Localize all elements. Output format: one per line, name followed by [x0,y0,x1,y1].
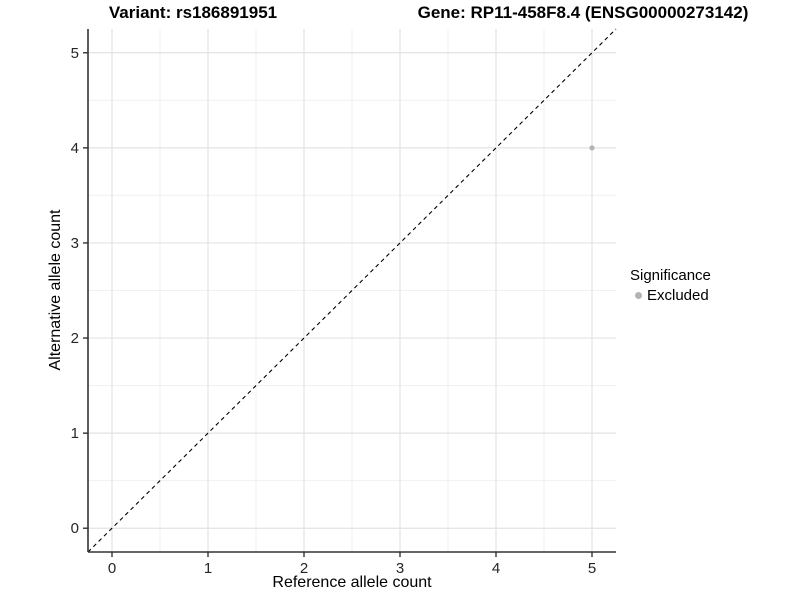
data-point [589,145,595,151]
y-tick-label: 3 [71,235,79,252]
variant-title: Variant: rs186891951 [108,3,278,22]
gene-title: Gene: RP11-458F8.4 (ENSG00000273142) [417,3,749,22]
x-tick-label: 5 [588,560,596,577]
x-tick-label: 4 [492,560,500,577]
legend: Significance Excluded [630,267,711,304]
legend-title: Significance [630,267,711,284]
legend-point-icon [635,292,642,299]
x-tick-label: 3 [396,560,404,577]
y-axis-title: Alternative allele count [47,209,64,371]
legend-item-excluded: Excluded [630,287,711,304]
x-axis-title: Reference allele count [272,574,432,591]
x-tick-label: 2 [300,560,308,577]
x-tick-label: 1 [204,560,212,577]
x-tick-label: 0 [108,560,116,577]
identity-reference-line [87,28,617,553]
legend-item-label: Excluded [647,287,709,304]
y-tick-label: 0 [71,520,79,537]
y-tick-label: 5 [71,45,79,62]
y-tick-label: 4 [71,140,79,157]
y-tick-label: 2 [71,330,79,347]
y-tick-label: 1 [71,425,79,442]
